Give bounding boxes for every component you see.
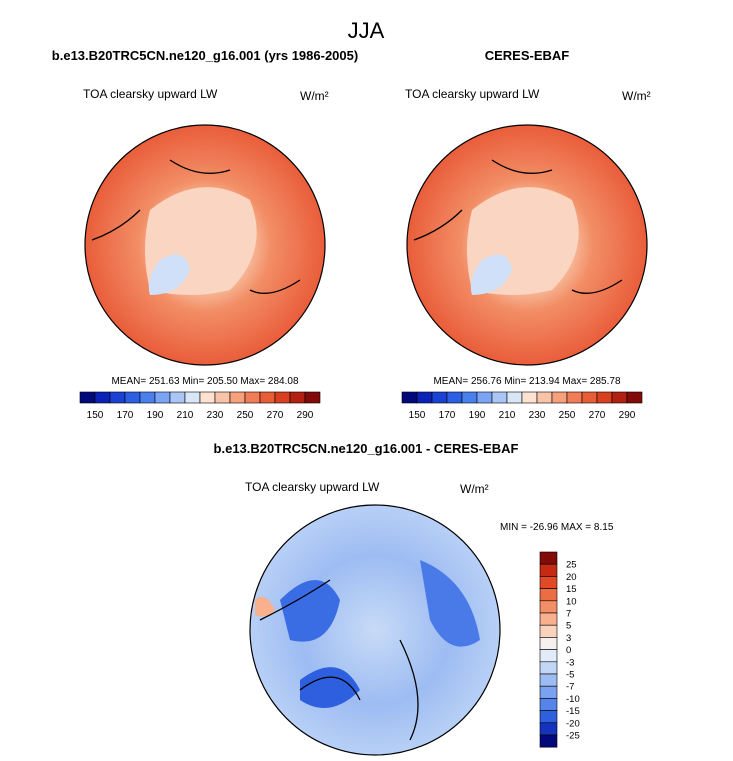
map-difference bbox=[250, 505, 500, 755]
field-name: TOA clearsky upward LW bbox=[245, 480, 380, 494]
colorbar-label: 210 bbox=[499, 410, 516, 421]
map-border bbox=[249, 504, 501, 756]
colorbar-label: 230 bbox=[529, 410, 546, 421]
colorbar-label: 190 bbox=[469, 410, 486, 421]
colorbar-label: -20 bbox=[566, 718, 580, 729]
colorbar-box bbox=[539, 588, 558, 602]
colorbar-box bbox=[596, 391, 613, 404]
colorbar-box bbox=[461, 391, 478, 404]
panel-title: CERES-EBAF bbox=[485, 48, 570, 63]
colorbar-box bbox=[139, 391, 156, 404]
colorbar-label: 190 bbox=[147, 410, 164, 421]
units: W/m² bbox=[300, 89, 329, 103]
colorbar-box bbox=[214, 391, 231, 404]
colorbar-label: -7 bbox=[566, 682, 574, 693]
colorbar-box bbox=[539, 551, 558, 565]
colorbar-box bbox=[539, 563, 558, 577]
colorbar-label: 150 bbox=[87, 410, 104, 421]
colorbar-box bbox=[539, 661, 558, 675]
colorbar-box bbox=[539, 649, 558, 663]
colorbar-label: 10 bbox=[566, 596, 577, 607]
field-name: TOA clearsky upward LW bbox=[405, 87, 540, 101]
map-border bbox=[84, 124, 326, 366]
colorbar-label: 170 bbox=[117, 410, 134, 421]
colorbar-label: 150 bbox=[409, 410, 426, 421]
colorbar-label: 230 bbox=[207, 410, 224, 421]
colorbar-box bbox=[94, 391, 111, 404]
map-model bbox=[85, 125, 325, 365]
colorbar-box bbox=[401, 391, 418, 404]
colorbar-label: 0 bbox=[566, 645, 571, 656]
colorbar-box bbox=[581, 391, 598, 404]
colorbar-label: 290 bbox=[297, 410, 314, 421]
colorbar-box bbox=[539, 612, 558, 626]
colorbar-label: -5 bbox=[566, 670, 574, 681]
map-border bbox=[406, 124, 648, 366]
colorbar-box bbox=[626, 391, 643, 404]
colorbar-box bbox=[539, 710, 558, 724]
colorbar-label: 170 bbox=[439, 410, 456, 421]
colorbar-label: 25 bbox=[566, 560, 577, 571]
colorbar-label: 20 bbox=[566, 572, 577, 583]
units: W/m² bbox=[622, 89, 651, 103]
units: W/m² bbox=[460, 482, 489, 496]
colorbar-label: 250 bbox=[559, 410, 576, 421]
colorbar-label: 3 bbox=[566, 633, 571, 644]
colorbar-box bbox=[304, 391, 321, 404]
colorbar-box bbox=[476, 391, 493, 404]
colorbar-box bbox=[431, 391, 448, 404]
colorbar-box bbox=[199, 391, 216, 404]
colorbar-box bbox=[79, 391, 96, 404]
colorbar-box bbox=[506, 391, 523, 404]
colorbar-label: -10 bbox=[566, 694, 580, 705]
colorbar-box bbox=[539, 624, 558, 638]
colorbar-label: 210 bbox=[177, 410, 194, 421]
colorbar-box bbox=[184, 391, 201, 404]
colorbar-box bbox=[491, 391, 508, 404]
colorbar-box bbox=[539, 673, 558, 687]
colorbar-box bbox=[109, 391, 126, 404]
colorbar-box bbox=[154, 391, 171, 404]
colorbar-box bbox=[539, 698, 558, 711]
colorbar-box bbox=[244, 391, 261, 404]
colorbar-box bbox=[416, 391, 433, 404]
colorbar-box bbox=[551, 391, 568, 404]
colorbar-box bbox=[611, 391, 628, 404]
colorbar-box bbox=[539, 600, 558, 614]
colorbar-label: 270 bbox=[267, 410, 284, 421]
colorbar-box bbox=[169, 391, 186, 404]
figure-title: JJA bbox=[348, 18, 385, 43]
stats: MEAN= 256.76 Min= 213.94 Max= 285.78 bbox=[433, 376, 621, 387]
panel-title: b.e13.B20TRC5CN.ne120_g16.001 - CERES-EB… bbox=[214, 441, 519, 456]
map-obs bbox=[407, 125, 647, 365]
colorbar-box bbox=[259, 391, 276, 404]
panel-title: b.e13.B20TRC5CN.ne120_g16.001 (yrs 1986-… bbox=[52, 48, 358, 63]
stats: MEAN= 251.63 Min= 205.50 Max= 284.08 bbox=[111, 376, 299, 387]
colorbar-box bbox=[566, 391, 583, 404]
colorbar-box bbox=[274, 391, 291, 404]
colorbar-box bbox=[539, 576, 558, 589]
field-name: TOA clearsky upward LW bbox=[83, 87, 218, 101]
colorbar-box bbox=[539, 685, 558, 699]
colorbar-box bbox=[536, 391, 553, 404]
colorbar-box bbox=[446, 391, 463, 404]
colorbar-label: 5 bbox=[566, 621, 571, 632]
colorbar-label: 7 bbox=[566, 609, 571, 620]
stats: MIN = -26.96 MAX = 8.15 bbox=[500, 522, 614, 533]
colorbar-label: 290 bbox=[619, 410, 636, 421]
colorbar-label: 15 bbox=[566, 584, 577, 595]
colorbar-label: 250 bbox=[237, 410, 254, 421]
colorbar-box bbox=[521, 391, 538, 404]
colorbar-label: -15 bbox=[566, 706, 580, 717]
colorbar-label: -3 bbox=[566, 657, 574, 668]
colorbar-box bbox=[539, 734, 558, 748]
colorbar-box bbox=[124, 391, 141, 404]
colorbar-box bbox=[289, 391, 306, 404]
colorbar-box bbox=[539, 722, 558, 736]
colorbar-box bbox=[539, 637, 558, 650]
colorbar-label: -25 bbox=[566, 731, 580, 742]
colorbar-label: 270 bbox=[589, 410, 606, 421]
colorbar-box bbox=[229, 391, 246, 404]
